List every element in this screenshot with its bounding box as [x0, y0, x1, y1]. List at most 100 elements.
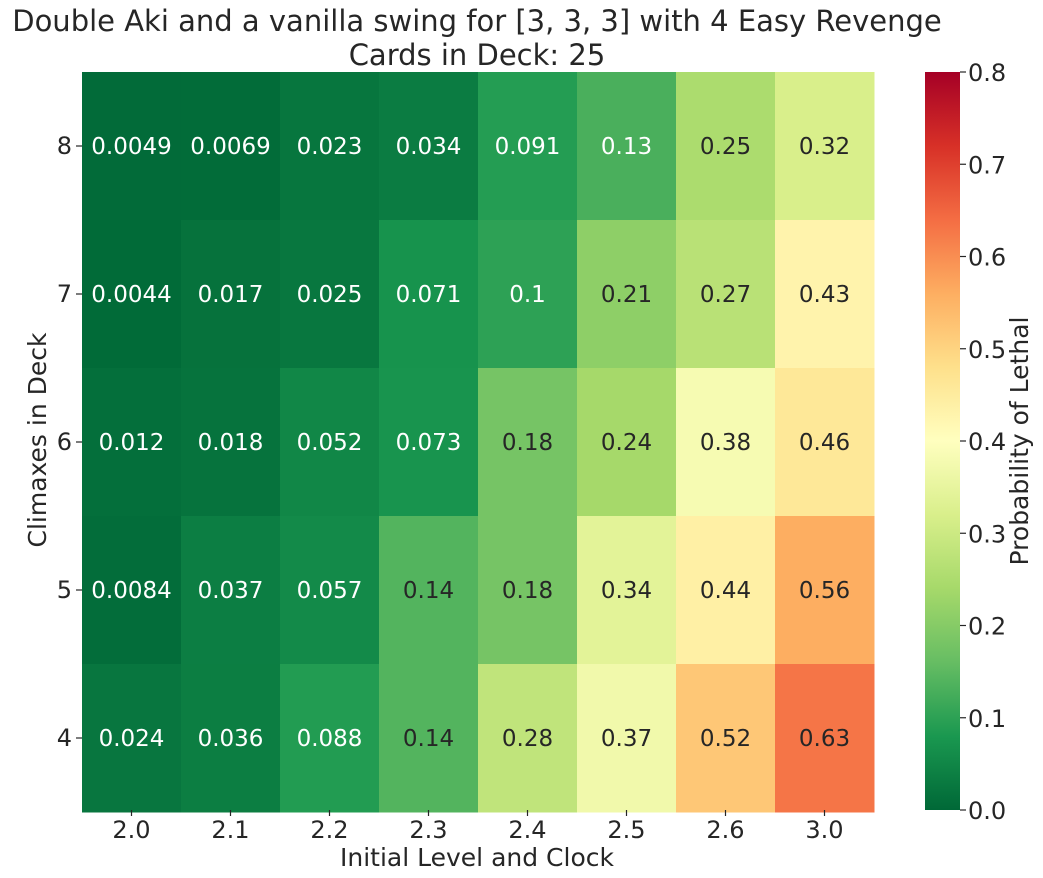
cell-value-label: 0.018: [198, 430, 264, 456]
heatmap-cell: [379, 516, 479, 665]
y-axis-label: Climaxes in Deck: [23, 332, 52, 548]
x-tick-label: 2.3: [409, 816, 447, 844]
x-tick-label: 2.0: [112, 816, 150, 844]
heatmap-cell: [379, 220, 479, 369]
heatmap-cell: [775, 220, 875, 369]
y-tick-label: 6: [57, 428, 72, 456]
x-tick-label: 2.6: [706, 816, 744, 844]
heatmap-cell: [181, 664, 281, 813]
cell-value-label: 0.052: [297, 430, 363, 456]
cell-value-label: 0.14: [403, 578, 454, 604]
heatmap-cell: [577, 664, 677, 813]
heatmap-cell: [82, 368, 182, 517]
cell-value-label: 0.034: [396, 134, 462, 160]
cell-value-label: 0.52: [700, 726, 751, 752]
cell-value-label: 0.18: [502, 430, 553, 456]
colorbar-tick-label: 0.4: [968, 428, 1006, 456]
cell-value-label: 0.43: [799, 282, 850, 308]
cell-value-label: 0.28: [502, 726, 553, 752]
chart-subtitle: Cards in Deck: 25: [349, 38, 606, 72]
heatmap-cell: [280, 72, 380, 221]
colorbar: [925, 72, 960, 810]
cell-value-label: 0.088: [297, 726, 363, 752]
heatmap-cell: [577, 516, 677, 665]
heatmap-cell: [775, 72, 875, 221]
heatmap-cell: [82, 220, 182, 369]
colorbar-label: Probability of Lethal: [1005, 317, 1034, 566]
x-tick-label: 2.4: [508, 816, 546, 844]
heatmap-cell: [577, 220, 677, 369]
colorbar-tick-label: 0.8: [968, 59, 1006, 87]
heatmap-cell: [676, 72, 776, 221]
y-tick-label: 4: [57, 724, 72, 752]
colorbar-tick-label: 0.6: [968, 244, 1006, 272]
cell-value-label: 0.27: [700, 282, 751, 308]
heatmap-cell: [181, 516, 281, 665]
heatmap-cell: [181, 220, 281, 369]
cell-value-label: 0.18: [502, 578, 553, 604]
x-tick-label: 2.5: [607, 816, 645, 844]
y-tick-label: 5: [57, 576, 72, 604]
colorbar-ticks: 0.0 0.1 0.2 0.3 0.4 0.5 0.6 0.7 0.8: [960, 59, 1006, 825]
cell-value-label: 0.21: [601, 282, 652, 308]
heatmap-cell: [379, 664, 479, 813]
heatmap-cell: [676, 220, 776, 369]
cell-value-label: 0.32: [799, 134, 850, 160]
x-axis-label: Initial Level and Clock: [340, 843, 614, 872]
colorbar-tick-label: 0.3: [968, 520, 1006, 548]
cell-value-label: 0.0044: [91, 282, 171, 308]
heatmap-cell: [280, 368, 380, 517]
heatmap-cell: [478, 220, 578, 369]
heatmap-cell: [280, 220, 380, 369]
heatmap-value-labels: 0.0049 0.0069 0.023 0.034 0.091 0.13 0.25 0.32 0…: [91, 134, 850, 752]
heatmap-cell: [181, 72, 281, 221]
cell-value-label: 0.13: [601, 134, 652, 160]
cell-value-label: 0.025: [297, 282, 363, 308]
heatmap-cell: [280, 516, 380, 665]
heatmap-cell: [478, 664, 578, 813]
cell-value-label: 0.023: [297, 134, 363, 160]
heatmap-cell: [478, 368, 578, 517]
cell-value-label: 0.036: [198, 726, 264, 752]
heatmap-cell: [478, 72, 578, 221]
heatmap-cell: [82, 516, 182, 665]
heatmap-cell: [577, 368, 677, 517]
cell-value-label: 0.017: [198, 282, 264, 308]
cell-value-label: 0.46: [799, 430, 850, 456]
heatmap-cell: [82, 72, 182, 221]
heatmap-cell: [775, 516, 875, 665]
cell-value-label: 0.24: [601, 430, 652, 456]
cell-value-label: 0.091: [495, 134, 561, 160]
cell-value-label: 0.012: [99, 430, 165, 456]
heatmap-cell: [676, 664, 776, 813]
cell-value-label: 0.38: [700, 430, 751, 456]
cell-value-label: 0.44: [700, 578, 751, 604]
cell-value-label: 0.024: [99, 726, 165, 752]
y-tick-label: 8: [57, 132, 72, 160]
heatmap-cell: [280, 664, 380, 813]
y-tick-label: 7: [57, 280, 72, 308]
cell-value-label: 0.037: [198, 578, 264, 604]
x-tick-label: 3.0: [805, 816, 843, 844]
x-tick-label: 2.2: [310, 816, 348, 844]
cell-value-label: 0.0069: [190, 134, 270, 160]
cell-value-label: 0.63: [799, 726, 850, 752]
colorbar-tick-label: 0.1: [968, 705, 1006, 733]
colorbar-tick-label: 0.7: [968, 151, 1006, 179]
cell-value-label: 0.0084: [91, 578, 171, 604]
colorbar-tick-label: 0.5: [968, 336, 1006, 364]
x-tick-label: 2.1: [211, 816, 249, 844]
cell-value-label: 0.25: [700, 134, 751, 160]
heatmap-cell: [478, 516, 578, 665]
cell-value-label: 0.073: [396, 430, 462, 456]
chart-title: Double Aki and a vanilla swing for [3, 3…: [12, 4, 942, 38]
cell-value-label: 0.0049: [91, 134, 171, 160]
heatmap-cell: [775, 368, 875, 517]
cell-value-label: 0.057: [297, 578, 363, 604]
heatmap-cell: [379, 72, 479, 221]
cell-value-label: 0.34: [601, 578, 652, 604]
colorbar-tick-label: 0.0: [968, 797, 1006, 825]
cell-value-label: 0.1: [509, 282, 546, 308]
heatmap-cell: [181, 368, 281, 517]
